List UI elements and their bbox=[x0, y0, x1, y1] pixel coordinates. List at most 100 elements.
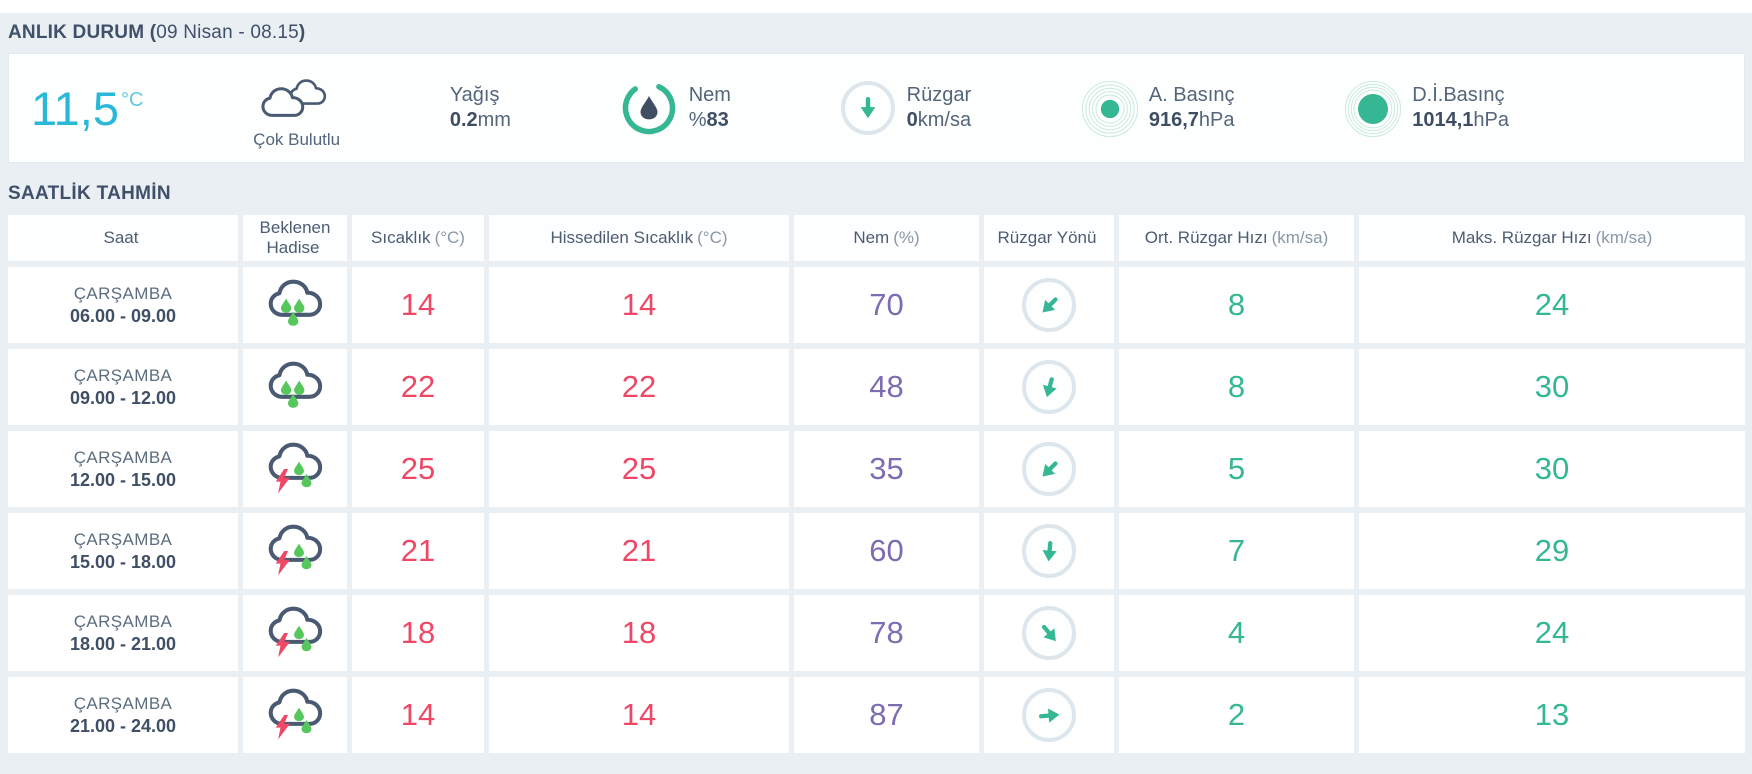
sea-level-pressure-label: D.İ.Basınç bbox=[1412, 84, 1505, 106]
hourly-row-time-range: 06.00 - 09.00 bbox=[69, 305, 177, 326]
feels-like-value: 14 bbox=[621, 287, 657, 322]
temperature-value: 25 bbox=[400, 451, 436, 486]
hourly-row-day: ÇARŞAMBA bbox=[73, 611, 173, 631]
hourly-row-humidity-cell: 60 bbox=[794, 513, 979, 589]
hourly-row-time-cell: ÇARŞAMBA 21.00 - 24.00 bbox=[8, 677, 238, 753]
feels-like-value: 14 bbox=[621, 697, 657, 732]
humidity-gauge-icon bbox=[621, 80, 677, 136]
precipitation-unit: mm bbox=[477, 109, 511, 131]
hourly-row-temperature-cell: 14 bbox=[352, 677, 484, 753]
hourly-row-humidity-cell: 48 bbox=[794, 349, 979, 425]
hourly-row-max-wind-cell: 24 bbox=[1359, 595, 1745, 671]
hourly-row-condition-cell bbox=[243, 677, 347, 753]
column-header-wind-direction: Rüzgar Yönü bbox=[984, 215, 1114, 261]
wind-label: Rüzgar bbox=[906, 84, 972, 106]
temperature-value: 14 bbox=[400, 287, 436, 322]
hourly-forecast-table: Saat Beklenen Hadise Sıcaklık (°C) Hissed… bbox=[8, 215, 1745, 753]
hourly-row-feels-like-cell: 25 bbox=[489, 431, 789, 507]
hourly-row-max-wind-cell: 30 bbox=[1359, 431, 1745, 507]
wind-direction-arrow-icon bbox=[1034, 700, 1063, 729]
hourly-row-day: ÇARŞAMBA bbox=[73, 365, 173, 385]
actual-pressure-label: A. Basınç bbox=[1148, 84, 1235, 106]
hourly-row-max-wind-cell: 30 bbox=[1359, 349, 1745, 425]
hourly-row-humidity-cell: 78 bbox=[794, 595, 979, 671]
avg-wind-value: 4 bbox=[1227, 615, 1246, 650]
hourly-row-max-wind-cell: 13 bbox=[1359, 677, 1745, 753]
hourly-row-wind-direction-cell bbox=[984, 595, 1114, 671]
hourly-row-avg-wind-cell: 8 bbox=[1119, 349, 1354, 425]
wind-direction-circle bbox=[1022, 360, 1076, 414]
hourly-row-time-cell: ÇARŞAMBA 18.00 - 21.00 bbox=[8, 595, 238, 671]
wind-direction-circle bbox=[1022, 278, 1076, 332]
hourly-row-feels-like-cell: 14 bbox=[489, 677, 789, 753]
hourly-row-wind-direction-cell bbox=[984, 677, 1114, 753]
hourly-row-time-range: 21.00 - 24.00 bbox=[69, 715, 177, 736]
current-temperature: 11,5 °C bbox=[31, 85, 143, 132]
wind-direction-arrow-icon bbox=[1034, 536, 1063, 565]
max-wind-value: 29 bbox=[1534, 533, 1570, 568]
current-conditions-date: 09 Nisan - 08.15 bbox=[156, 22, 299, 43]
actual-pressure-value: 916,7 bbox=[1148, 109, 1199, 131]
wind-direction-arrow-icon bbox=[1030, 614, 1068, 652]
hourly-row-avg-wind-cell: 2 bbox=[1119, 677, 1354, 753]
humidity-value: 48 bbox=[869, 369, 904, 404]
wind-direction-circle bbox=[1022, 688, 1076, 742]
feels-like-value: 22 bbox=[621, 369, 657, 404]
temperature-value: 18 bbox=[400, 615, 436, 650]
hourly-forecast-title: SAATLİK TAHMİN bbox=[8, 183, 171, 204]
thunderstorm-icon bbox=[265, 439, 325, 499]
wind-metric: Rüzgar 0km/sa bbox=[840, 81, 972, 135]
hourly-row-time-range: 18.00 - 21.00 bbox=[69, 633, 177, 654]
avg-wind-value: 2 bbox=[1227, 697, 1246, 732]
hourly-row-feels-like-cell: 21 bbox=[489, 513, 789, 589]
hourly-row-time-cell: ÇARŞAMBA 06.00 - 09.00 bbox=[8, 267, 238, 343]
thunderstorm-icon bbox=[265, 685, 325, 745]
max-wind-value: 30 bbox=[1534, 369, 1570, 404]
column-header-humidity: Nem (%) bbox=[794, 215, 979, 261]
hourly-row-day: ÇARŞAMBA bbox=[73, 529, 173, 549]
wind-value: 0 bbox=[906, 109, 918, 131]
hourly-row-temperature-cell: 14 bbox=[352, 267, 484, 343]
max-wind-value: 30 bbox=[1534, 451, 1570, 486]
sea-level-pressure-value: 1014,1 bbox=[1412, 109, 1474, 131]
column-header-feels-like: Hissedilen Sıcaklık (°C) bbox=[489, 215, 789, 261]
hourly-row-condition-cell bbox=[243, 595, 347, 671]
hourly-row-avg-wind-cell: 7 bbox=[1119, 513, 1354, 589]
wind-direction-arrow-icon bbox=[1030, 450, 1068, 488]
current-condition: Çok Bulutlu bbox=[253, 76, 340, 150]
temperature-value: 21 bbox=[400, 533, 436, 568]
top-strip bbox=[0, 0, 1752, 13]
temperature-value: 11,5 bbox=[31, 81, 119, 135]
hourly-row-temperature-cell: 22 bbox=[352, 349, 484, 425]
hourly-row-feels-like-cell: 18 bbox=[489, 595, 789, 671]
wind-unit: km/sa bbox=[917, 109, 972, 131]
hourly-row-time-cell: ÇARŞAMBA 09.00 - 12.00 bbox=[8, 349, 238, 425]
hourly-row-time-range: 12.00 - 15.00 bbox=[69, 469, 177, 490]
humidity-prefix: % bbox=[688, 109, 707, 131]
max-wind-value: 24 bbox=[1534, 615, 1570, 650]
hourly-row-wind-direction-cell bbox=[984, 431, 1114, 507]
hourly-row-avg-wind-cell: 4 bbox=[1119, 595, 1354, 671]
precipitation-metric: Yağış 0.2mm bbox=[450, 83, 511, 133]
hourly-row-condition-cell bbox=[243, 267, 347, 343]
hourly-row-time-range: 09.00 - 12.00 bbox=[69, 387, 177, 408]
thunderstorm-icon bbox=[265, 603, 325, 663]
sea-level-pressure-metric: D.İ.Basınç 1014,1hPa bbox=[1344, 80, 1509, 138]
current-conditions-title: ANLIK DURUM (09 Nisan - 08.15) bbox=[8, 22, 306, 43]
precipitation-label: Yağış bbox=[449, 84, 500, 106]
hourly-row-time-cell: ÇARŞAMBA 12.00 - 15.00 bbox=[8, 431, 238, 507]
wind-direction-arrow-icon bbox=[1032, 370, 1065, 403]
temperature-value: 22 bbox=[400, 369, 436, 404]
thunderstorm-icon bbox=[265, 521, 325, 581]
avg-wind-value: 8 bbox=[1227, 287, 1246, 322]
actual-pressure-unit: hPa bbox=[1198, 109, 1235, 131]
hourly-row-time-cell: ÇARŞAMBA 15.00 - 18.00 bbox=[8, 513, 238, 589]
column-header-avg-wind: Ort. Rüzgar Hızı (km/sa) bbox=[1119, 215, 1354, 261]
precipitation-value: 0.2 bbox=[449, 109, 478, 131]
wind-direction-icon bbox=[840, 81, 895, 135]
humidity-value: 70 bbox=[869, 287, 904, 322]
current-conditions-card: 11,5 °C Çok Bulutlu Yağış 0.2mm bbox=[8, 53, 1745, 163]
feels-like-value: 21 bbox=[621, 533, 657, 568]
wind-direction-circle bbox=[1022, 442, 1076, 496]
wind-direction-circle bbox=[1022, 606, 1076, 660]
